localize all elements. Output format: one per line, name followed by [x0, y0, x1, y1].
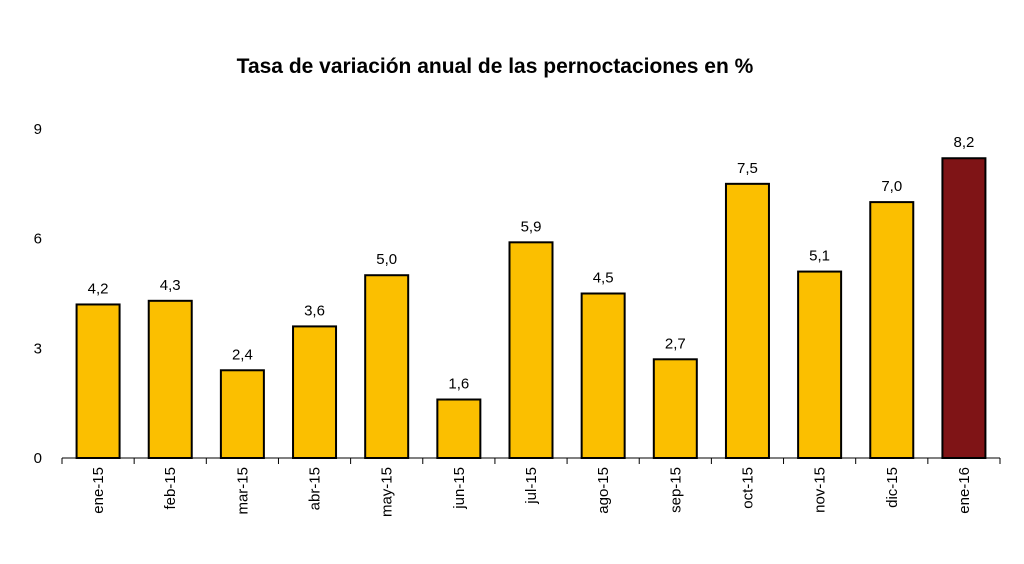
x-tick-label: mar-15 — [234, 467, 251, 515]
data-label: 7,5 — [737, 160, 758, 177]
chart-title: Tasa de variación anual de las pernoctac… — [236, 55, 754, 78]
data-label: 4,5 — [593, 270, 614, 287]
data-label: 8,2 — [953, 134, 974, 151]
data-label: 5,0 — [376, 251, 397, 268]
bar-mar-15 — [219, 369, 265, 459]
y-tick-label: 9 — [34, 121, 42, 138]
data-label: 4,3 — [160, 277, 181, 294]
x-tick-label: ago-15 — [595, 467, 612, 514]
bar-nov-15 — [797, 270, 843, 460]
data-label: 7,0 — [881, 178, 902, 195]
x-tick-label: feb-15 — [162, 467, 179, 510]
bar-oct-15 — [724, 182, 770, 459]
y-tick-label: 3 — [34, 340, 42, 357]
y-tick-label: 6 — [34, 231, 42, 248]
bar-abr-15 — [292, 325, 338, 459]
data-label: 4,2 — [88, 280, 109, 297]
data-label: 1,6 — [448, 376, 469, 393]
bar-jul-15 — [508, 241, 554, 459]
bar-jun-15 — [436, 398, 482, 459]
data-label: 2,4 — [232, 346, 253, 363]
x-tick-label: jul-15 — [523, 467, 540, 505]
bar-may-15 — [364, 274, 410, 459]
x-tick-label: dic-15 — [884, 467, 901, 508]
x-tick-label: abr-15 — [307, 467, 324, 510]
data-label: 2,7 — [665, 335, 686, 352]
y-tick-label: 0 — [34, 450, 42, 467]
x-axis-ticks: ene-15 feb-15 mar-15 abr-15 may-15 jun-15 jul-… — [61, 458, 1001, 517]
bars — [75, 157, 987, 460]
x-tick-label: ene-15 — [90, 467, 107, 514]
bar-sep-15 — [652, 358, 698, 459]
bar-ene-16 — [941, 157, 987, 459]
y-axis-ticks: 0 3 6 9 — [34, 121, 42, 467]
x-tick-label: jun-15 — [451, 467, 468, 510]
bar-feb-15 — [147, 299, 193, 459]
data-label: 5,9 — [521, 218, 542, 235]
x-tick-label: sep-15 — [667, 467, 684, 513]
bar-dic-15 — [869, 201, 915, 459]
data-labels: 4,2 4,3 2,4 3,6 5,0 1,6 5,9 4,5 2,7 7,5 5,1 7,0 8,2 — [88, 134, 975, 392]
data-label: 5,1 — [809, 248, 830, 265]
x-tick-label: ene-16 — [956, 467, 973, 514]
bar-ene-15 — [75, 303, 121, 460]
x-tick-label: nov-15 — [812, 467, 829, 513]
data-label: 3,6 — [304, 302, 325, 319]
x-tick-label: oct-15 — [739, 467, 756, 509]
x-tick-label: may-15 — [379, 467, 396, 517]
bar-ago-15 — [580, 292, 626, 459]
